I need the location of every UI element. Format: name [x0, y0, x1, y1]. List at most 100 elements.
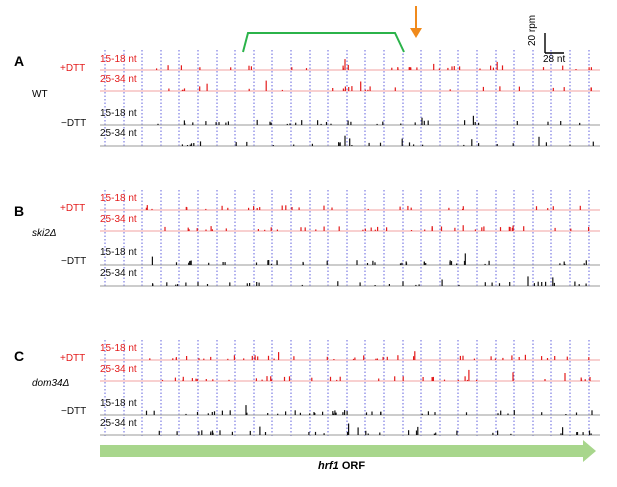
read-peak — [359, 282, 361, 286]
read-peak — [391, 67, 393, 70]
read-peak — [462, 225, 464, 231]
read-peak — [498, 283, 501, 286]
read-peak — [450, 261, 453, 265]
read-peak — [218, 122, 220, 125]
read-peak — [207, 413, 209, 415]
read-peak — [410, 230, 413, 231]
read-peak — [206, 284, 209, 286]
read-peak — [257, 229, 259, 231]
read-peak — [585, 283, 587, 286]
read-peak — [210, 431, 212, 435]
read-peak — [189, 144, 191, 146]
read-peak — [311, 143, 313, 146]
read-peak — [158, 430, 160, 435]
read-peak — [208, 262, 210, 265]
read-peak — [276, 229, 278, 231]
read-peak — [499, 227, 502, 231]
read-peak — [270, 227, 272, 231]
read-peak — [559, 263, 561, 265]
read-peak — [378, 378, 380, 381]
read-peak — [379, 432, 381, 435]
plus-dtt-label-c: +DTT — [60, 353, 86, 364]
read-peak — [371, 411, 373, 415]
read-peak — [342, 65, 344, 70]
read-peak — [365, 430, 367, 435]
read-peak — [560, 433, 562, 435]
track-label-b-minus-short: 15-18 nt — [100, 247, 137, 258]
read-peak — [332, 88, 334, 91]
read-peak — [564, 373, 566, 381]
read-peak — [427, 120, 429, 125]
read-peak — [424, 229, 426, 231]
read-peak — [380, 411, 382, 415]
scale-x-label: 28 nt — [543, 54, 566, 65]
read-peak — [356, 260, 358, 265]
read-peak — [258, 282, 260, 286]
read-peak — [264, 432, 267, 435]
read-peak — [490, 356, 492, 360]
read-peak — [166, 282, 168, 286]
read-peak — [323, 226, 325, 231]
read-peak — [253, 206, 255, 210]
read-peak — [402, 281, 404, 286]
read-peak — [329, 376, 332, 381]
read-peak — [580, 377, 582, 381]
read-peak — [372, 260, 374, 265]
read-peak — [492, 67, 494, 70]
read-peak — [153, 410, 155, 415]
read-peak — [562, 427, 564, 435]
read-peak — [431, 226, 433, 231]
read-peak — [332, 411, 334, 415]
read-peak — [276, 260, 278, 265]
read-peak — [182, 379, 184, 381]
read-peak — [456, 263, 458, 265]
read-peak — [266, 376, 268, 381]
read-peak — [584, 379, 586, 381]
read-peak — [474, 229, 476, 231]
read-peak — [590, 433, 592, 435]
read-peak — [210, 226, 212, 231]
read-peak — [342, 412, 344, 415]
read-peak — [417, 426, 419, 435]
read-peak — [257, 356, 259, 360]
read-peak — [227, 121, 229, 125]
read-peak — [196, 228, 198, 231]
scale-bar — [544, 33, 564, 54]
plus-dtt-label-a: +DTT — [60, 63, 86, 74]
read-peak — [323, 205, 325, 210]
read-peak — [583, 263, 585, 265]
read-peak — [302, 263, 304, 265]
read-peak — [408, 67, 410, 70]
read-peak — [175, 284, 177, 286]
orf-gene-name: hrf1 — [318, 460, 339, 472]
read-peak — [288, 376, 291, 381]
plus-dtt-label-b: +DTT — [60, 203, 86, 214]
read-peak — [195, 378, 197, 381]
read-peak — [397, 355, 399, 360]
read-peak — [414, 122, 416, 125]
read-peak — [293, 356, 295, 360]
read-peak — [293, 144, 295, 146]
read-peak — [199, 86, 201, 91]
read-peak — [248, 88, 250, 91]
read-peak — [210, 356, 212, 360]
read-peak — [151, 256, 153, 265]
read-peak — [499, 86, 501, 91]
read-peak — [365, 412, 368, 415]
read-peak — [291, 67, 293, 70]
read-peak — [512, 225, 514, 231]
read-peak — [509, 227, 511, 231]
read-peak — [235, 142, 237, 146]
read-peak — [273, 358, 275, 360]
orf-suffix: ORF — [338, 460, 366, 472]
read-peak — [267, 413, 269, 415]
read-peak — [554, 227, 556, 231]
read-peak — [338, 226, 340, 231]
read-peak — [465, 412, 468, 415]
read-peak — [294, 410, 296, 415]
read-peak — [354, 357, 356, 360]
read-peak — [546, 358, 549, 360]
read-peak — [367, 433, 369, 435]
read-peak — [205, 379, 207, 381]
read-peak — [507, 413, 509, 415]
